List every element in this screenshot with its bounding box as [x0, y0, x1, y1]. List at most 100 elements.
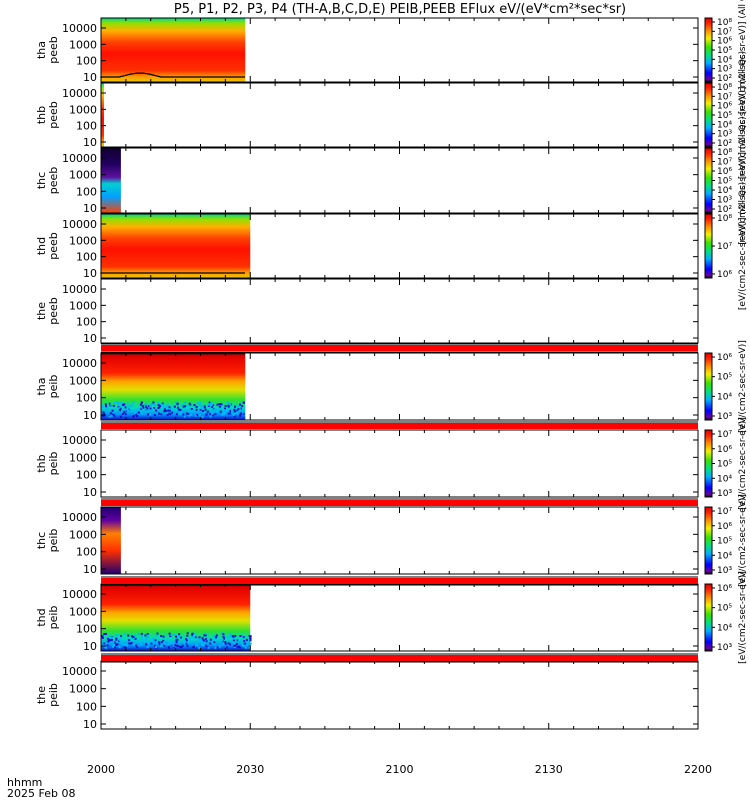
- spectrogram-pixel: [242, 636, 245, 639]
- spectrogram-pixel: [235, 643, 238, 645]
- spectrogram-pixel: [190, 408, 193, 410]
- y-tick-label: 10000: [62, 283, 97, 296]
- spectrogram-fill: [101, 83, 104, 147]
- x-tick-label: 2200: [684, 763, 712, 776]
- chart-title: P5, P1, P2, P3, P4 (TH-A,B,C,D,E) PEIB,P…: [174, 2, 626, 17]
- spectrogram-pixel: [172, 644, 175, 647]
- spectrogram-fill: [101, 214, 251, 278]
- spectrogram-pixel: [106, 637, 109, 640]
- spectrogram-pixel: [117, 634, 120, 637]
- spectrogram-pixel: [133, 643, 136, 646]
- spectrogram-pixel: [150, 642, 153, 645]
- spectrogram-pixel: [146, 637, 149, 640]
- spectrogram-pixel: [145, 408, 148, 411]
- spectrogram-pixel: [222, 635, 225, 638]
- spectrogram-pixel: [226, 401, 229, 404]
- spectrogram-pixel: [236, 405, 239, 408]
- spectrogram-pixel: [222, 633, 225, 636]
- panel-label-probe: thc: [35, 172, 48, 189]
- spectrogram-pixel: [227, 404, 230, 407]
- spectrogram-pixel: [207, 646, 210, 649]
- spectrogram-pixel: [235, 409, 238, 412]
- spectrogram-pixel: [179, 646, 182, 648]
- spectrogram-pixel: [144, 634, 147, 637]
- spectrogram-pixel: [138, 641, 141, 644]
- colorbar-label: [eV/(cm2-sec-sr-eV)] (All Qs): [738, 182, 748, 310]
- spectrogram-pixel: [207, 404, 210, 407]
- spectrogram-pixel: [180, 646, 183, 649]
- spectrogram-pixel: [229, 403, 232, 406]
- spectrogram-pixel: [123, 410, 126, 413]
- spectrogram-pixel: [164, 642, 166, 645]
- spectrogram-pixel: [145, 411, 148, 414]
- y-tick-label: 100: [76, 55, 97, 68]
- spectrogram-pixel: [108, 634, 111, 637]
- spectrogram-pixel: [163, 640, 166, 643]
- spectrogram-pixel: [110, 415, 113, 417]
- spectrogram-pixel: [139, 403, 142, 406]
- spectrogram-pixel: [195, 414, 198, 416]
- spectrogram-pixel: [196, 401, 199, 404]
- y-tick-label: 1000: [69, 605, 97, 618]
- colorbar-tick-label: 10⁴: [717, 55, 732, 65]
- spectrogram-pixel: [239, 414, 241, 417]
- spectrogram-pixel: [249, 637, 252, 640]
- spectrogram-pixel: [248, 634, 251, 637]
- separator-band: [101, 423, 698, 429]
- colorbar-tick-label: 10⁸: [717, 18, 732, 28]
- spectrogram-pixel: [239, 413, 242, 416]
- spectrogram-pixel: [178, 408, 181, 411]
- spectrogram-pixel: [201, 637, 204, 640]
- spectrogram-pixel: [185, 638, 188, 641]
- spectrogram-pixel: [128, 405, 131, 408]
- spectrogram-pixel: [221, 413, 224, 416]
- spectrogram-pixel: [241, 634, 243, 637]
- spectrogram-pixel: [102, 411, 105, 414]
- spectrogram-pixel: [186, 412, 189, 415]
- y-tick-label: 100: [76, 120, 97, 133]
- y-tick-label: 100: [76, 623, 97, 636]
- spectrogram-pixel: [218, 403, 221, 406]
- spectrogram-pixel: [126, 402, 129, 405]
- spectrogram-pixel: [195, 644, 198, 647]
- colorbar-tick-label: 10⁷: [717, 27, 732, 37]
- y-tick-label: 10000: [62, 152, 97, 165]
- spectrogram-pixel: [133, 414, 135, 417]
- spectrogram-pixel: [248, 646, 251, 649]
- spectrogram-pixel: [113, 642, 115, 645]
- spectrogram-pixel: [123, 646, 126, 649]
- spectrogram-pixel: [233, 646, 236, 648]
- spectrogram-pixel: [152, 640, 155, 643]
- spectrogram-pixel: [136, 415, 139, 418]
- colorbar-tick-label: 10⁷: [717, 242, 732, 252]
- colorbar: [704, 506, 713, 575]
- spectrogram-pixel: [160, 641, 163, 644]
- spectrogram-pixel: [155, 634, 158, 637]
- spectrogram-pixel: [125, 644, 127, 646]
- spectrogram-pixel: [140, 407, 142, 410]
- spectrogram-pixel: [158, 643, 161, 646]
- spectrogram-pixel: [177, 645, 180, 647]
- spectrogram-pixel: [239, 635, 242, 637]
- spectrogram-pixel: [213, 643, 216, 646]
- spectrogram-pixel: [198, 646, 201, 649]
- spectrogram-pixel: [165, 410, 167, 412]
- spectrogram-pixel: [140, 643, 143, 646]
- spectrogram-pixel: [214, 646, 217, 649]
- spectrogram-pixel: [132, 638, 135, 641]
- spectrogram-pixel: [177, 406, 179, 409]
- spectrogram-pixel: [181, 409, 184, 411]
- spectrogram-pixel: [145, 406, 148, 409]
- spectrogram-pixel: [176, 402, 179, 405]
- spectrogram-pixel: [175, 641, 178, 644]
- spectrogram-pixel: [111, 409, 114, 412]
- spectrogram-pixel: [209, 642, 212, 645]
- colorbar: [704, 213, 713, 279]
- spectrogram-pixel: [105, 632, 107, 635]
- spectrogram-pixel: [227, 636, 230, 639]
- panel-label-product: peeb: [47, 232, 60, 260]
- spectrogram-pixel: [188, 414, 191, 417]
- colorbar-tick-label: 10⁶: [717, 270, 732, 280]
